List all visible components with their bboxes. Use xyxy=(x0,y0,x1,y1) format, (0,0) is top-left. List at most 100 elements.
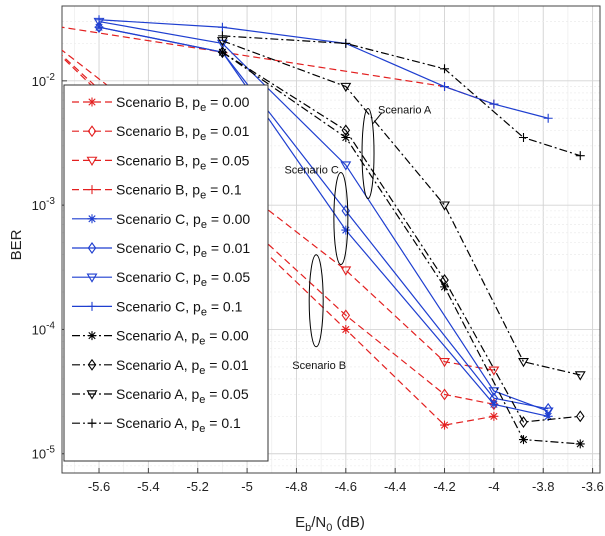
legend-marker xyxy=(87,214,97,224)
data-point xyxy=(575,410,585,423)
data-point xyxy=(340,82,352,93)
legend-label: Scenario C, pe = 0.1 xyxy=(116,298,243,318)
data-point xyxy=(518,435,528,445)
data-point xyxy=(94,15,104,25)
data-point xyxy=(218,46,227,59)
legend-label: Scenario C, pe = 0.05 xyxy=(116,269,250,289)
data-point xyxy=(440,420,450,430)
series-7 xyxy=(93,17,554,417)
y-tick-label: 10-4 xyxy=(32,320,56,337)
legend-entry: Scenario C, pe = 0.05 xyxy=(72,269,250,289)
series-line xyxy=(98,20,549,412)
legend-marker xyxy=(87,97,97,107)
data-point xyxy=(439,358,450,368)
data-point xyxy=(340,266,352,276)
scenario-c-label: Scenario C xyxy=(284,165,338,177)
legend-entry: Scenario B, pe = 0.1 xyxy=(72,182,242,202)
annotation-layer: Scenario A Scenario C Scenario B xyxy=(284,105,431,372)
legend-entry: Scenario A, pe = 0.05 xyxy=(72,386,249,406)
x-tick-label: -4.2 xyxy=(433,479,455,494)
legend-items: Scenario B, pe = 0.00 Scenario B, pe = 0.… xyxy=(72,94,250,435)
data-point xyxy=(94,22,104,32)
scenario-a-ellipse xyxy=(361,108,375,200)
x-tick-label: -5.2 xyxy=(187,479,209,494)
legend: Scenario B, pe = 0.00 Scenario B, pe = 0.… xyxy=(63,84,269,462)
legend-entry: Scenario B, pe = 0.01 xyxy=(72,123,250,143)
legend-entry: Scenario A, pe = 0.00 xyxy=(72,328,249,348)
data-point xyxy=(440,274,449,286)
x-axis-ticks: -5.6 -5.4 -5.2 -5 -4.8 -4.6 -4.4 -4.2 -4 -3.8 -3.6 xyxy=(88,468,604,494)
legend-entry: Scenario B, pe = 0.00 xyxy=(72,94,250,114)
legend-entry: Scenario A, pe = 0.1 xyxy=(72,415,241,435)
data-point xyxy=(489,399,499,409)
legend-label: Scenario A, pe = 0.00 xyxy=(116,328,249,348)
series-line xyxy=(98,19,549,119)
legend-entry: Scenario C, pe = 0.00 xyxy=(72,211,250,231)
y-axis-label: BER xyxy=(8,229,25,260)
data-point xyxy=(440,388,449,401)
legend-entry: Scenario C, pe = 0.01 xyxy=(72,240,250,260)
data-point xyxy=(341,124,351,137)
plot-frame xyxy=(61,5,601,474)
legend-entry: Scenario B, pe = 0.05 xyxy=(72,152,250,172)
data-point xyxy=(341,133,351,143)
legend-marker xyxy=(86,390,98,400)
data-point xyxy=(575,439,585,449)
x-tick-label: -4.4 xyxy=(384,479,406,494)
legend-entry: Scenario A, pe = 0.01 xyxy=(72,357,249,377)
data-point xyxy=(94,21,104,34)
legend-label: Scenario C, pe = 0.01 xyxy=(116,240,250,260)
data-point xyxy=(440,282,450,292)
data-point xyxy=(217,22,227,32)
data-point xyxy=(489,392,499,405)
x-tick-label: -4.8 xyxy=(285,479,307,494)
y-tick-label: 10-2 xyxy=(32,72,56,89)
data-point xyxy=(518,133,528,143)
x-tick-label: -5.4 xyxy=(137,479,159,494)
legend-label: Scenario A, pe = 0.05 xyxy=(116,386,249,406)
x-axis-label: Eb/N0 (dB) xyxy=(295,514,365,534)
data-point xyxy=(341,324,351,334)
data-point xyxy=(439,201,450,211)
legend-marker xyxy=(86,273,98,283)
legend-label: Scenario A, pe = 0.1 xyxy=(116,415,241,435)
legend-marker xyxy=(87,185,97,195)
data-point xyxy=(575,151,585,161)
legend-entry: Scenario C, pe = 0.1 xyxy=(72,298,243,318)
legend-label: Scenario B, pe = 0.05 xyxy=(116,152,250,172)
x-tick-label: -3.8 xyxy=(532,479,554,494)
data-point xyxy=(542,407,554,417)
data-point xyxy=(543,113,553,123)
data-point xyxy=(217,31,227,41)
scenario-b-label: Scenario B xyxy=(292,360,346,372)
legend-label: Scenario B, pe = 0.01 xyxy=(116,123,250,143)
scenario-a-label: Scenario A xyxy=(378,105,432,117)
scenario-a-leader xyxy=(372,112,383,124)
y-tick-label: 10-5 xyxy=(32,445,56,462)
legend-box xyxy=(63,84,269,462)
series-line xyxy=(222,51,581,423)
scenario-b-ellipse xyxy=(308,254,324,348)
data-point xyxy=(519,416,528,428)
legend-marker xyxy=(87,418,97,428)
legend-marker xyxy=(87,301,97,311)
data-point xyxy=(543,402,553,415)
legend-label: Scenario B, pe = 0.00 xyxy=(116,94,250,114)
data-point xyxy=(488,366,500,376)
legend-marker xyxy=(87,125,97,138)
legend-marker xyxy=(86,156,98,166)
series-12 xyxy=(217,31,585,161)
data-point xyxy=(440,82,450,92)
legend-label: Scenario A, pe = 0.01 xyxy=(116,357,249,377)
series-line xyxy=(62,54,494,405)
x-tick-label: -5 xyxy=(241,479,253,494)
x-tick-label: -4 xyxy=(488,479,500,494)
series-line xyxy=(222,51,581,445)
y-tick-label: 10-3 xyxy=(32,196,56,213)
data-point xyxy=(489,99,499,109)
data-point xyxy=(341,38,351,48)
data-point xyxy=(488,387,500,397)
series-line xyxy=(222,40,581,376)
data-point xyxy=(518,358,529,368)
